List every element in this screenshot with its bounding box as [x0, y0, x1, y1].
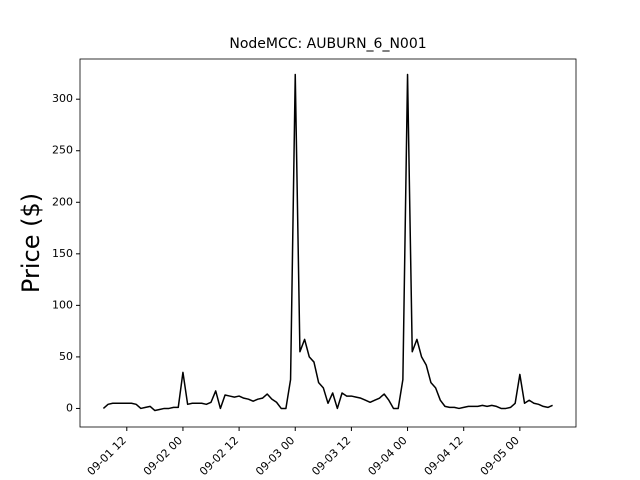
y-tick-label: 200: [52, 195, 73, 208]
y-tick-label: 250: [52, 144, 73, 157]
y-tick-label: 100: [52, 298, 73, 311]
y-tick-label: 0: [66, 401, 73, 414]
price-line: [102, 73, 553, 412]
chart-title: NodeMCC: AUBURN_6_N001: [229, 36, 426, 52]
y-tick-label: 150: [52, 247, 73, 260]
axes-frame: [79, 58, 577, 428]
y-axis-label: Price ($): [17, 193, 45, 293]
y-tick-label: 50: [59, 350, 73, 363]
y-tick-label: 300: [52, 92, 73, 105]
